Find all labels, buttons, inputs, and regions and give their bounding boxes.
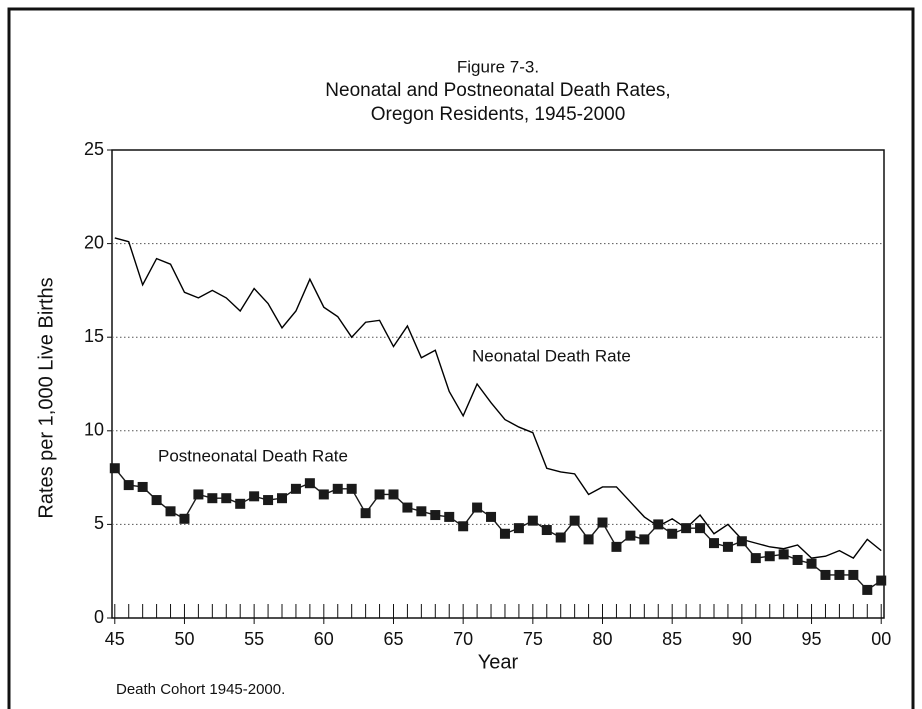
chart-title: Figure 7-3. [457,57,539,76]
series-marker [472,502,483,513]
series-marker [430,510,441,521]
series-marker [486,511,497,522]
x-tick-label: 70 [453,629,473,649]
series-marker [290,483,301,494]
x-tick-label: 00 [871,629,891,649]
y-tick-label: 0 [94,607,104,627]
series-marker [318,489,329,500]
series-marker [764,551,775,562]
series-marker [458,521,469,532]
series-marker [263,495,274,506]
series-marker [221,493,232,504]
y-tick-label: 15 [84,326,104,346]
series-label: Neonatal Death Rate [472,346,631,365]
series-marker [360,508,371,519]
series-marker [123,480,134,491]
plot-area [111,149,885,619]
series-marker [597,517,608,528]
series-marker [667,528,678,539]
series-marker [332,483,343,494]
series-marker [304,478,315,489]
chart-title: Neonatal and Postneonatal Death Rates, [325,80,670,101]
series-marker [778,549,789,560]
series-marker [848,569,859,580]
series-marker [722,541,733,552]
series-marker [834,569,845,580]
series-marker [708,538,719,549]
series-marker [235,498,246,509]
series-marker [792,554,803,565]
series-marker [806,558,817,569]
x-tick-label: 75 [523,629,543,649]
x-tick-label: 95 [802,629,822,649]
x-tick-label: 60 [314,629,334,649]
footnote: Death Cohort 1945-2000. [116,681,285,698]
series-marker [625,530,636,541]
series-marker [207,493,218,504]
series-marker [695,523,706,534]
series-marker [346,483,357,494]
y-tick-label: 20 [84,232,104,252]
series-marker [653,519,664,530]
series-marker [137,481,148,492]
frame [7,7,915,709]
series-marker [277,493,288,504]
y-tick-label: 10 [84,420,104,440]
x-tick-label: 90 [732,629,752,649]
series-marker [583,534,594,545]
series-marker [374,489,385,500]
series-marker [402,502,413,513]
x-tick-label: 55 [244,629,264,649]
x-tick-label: 45 [105,629,125,649]
series-marker [151,495,162,506]
series-line [114,237,882,559]
series-marker [249,491,260,502]
series-marker [639,534,650,545]
series-label: Postneonatal Death Rate [158,446,348,465]
series-marker [193,489,204,500]
series-marker [555,532,566,543]
series-marker [862,584,873,595]
series-marker [179,513,190,524]
x-tick-label: 80 [592,629,612,649]
series-marker [388,489,399,500]
series-marker [499,528,510,539]
series-marker [611,541,622,552]
series-marker [541,525,552,536]
series-marker [820,569,831,580]
chart-title: Oregon Residents, 1945-2000 [371,104,626,125]
series-marker [165,506,176,517]
y-axis-label: Rates per 1,000 Live Births [35,277,57,518]
series-marker [416,506,427,517]
series-marker [750,553,761,564]
series-marker [109,463,120,474]
series-marker [569,515,580,526]
series-marker [444,511,455,522]
series-marker [681,523,692,534]
series-marker [513,523,524,534]
series-line [114,467,882,591]
y-tick-label: 25 [84,139,104,159]
x-tick-label: 50 [174,629,194,649]
x-tick-label: 65 [383,629,403,649]
y-tick-label: 5 [94,513,104,533]
x-tick-label: 85 [662,629,682,649]
series-marker [736,536,747,547]
series-marker [527,515,538,526]
x-axis-label: Year [478,651,519,673]
series-marker [876,575,887,586]
